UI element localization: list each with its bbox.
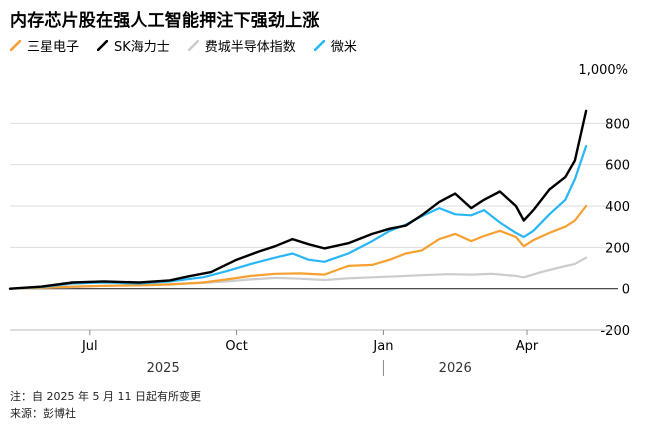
chart-title: 内存芯片股在强人工智能押注下强劲上涨 <box>10 11 320 31</box>
legend-swatch <box>187 40 199 51</box>
legend-swatch <box>313 40 325 51</box>
chart-source: 来源：彭博社 <box>10 407 76 420</box>
legend-item: SK海力士 <box>97 36 170 55</box>
legend-label: SK海力士 <box>114 40 170 55</box>
y-tick-label: 200 <box>605 241 630 256</box>
chart-note: 注：自 2025 年 5 月 11 日起有所变更 <box>10 390 201 403</box>
y-unit-label: 1,000% <box>578 63 628 78</box>
x-tick-label: Apr <box>516 339 539 354</box>
y-tick-label: 400 <box>605 200 630 215</box>
legend-label: 微米 <box>330 40 357 55</box>
x-tick-label: Jul <box>81 339 98 354</box>
x-year-label: 2025 <box>147 361 180 376</box>
legend-label: 三星电子 <box>27 40 80 55</box>
y-tick-label: 600 <box>605 159 630 174</box>
legend-swatch <box>97 40 109 51</box>
y-tick-label: -200 <box>600 324 630 339</box>
legend-item: 微米 <box>313 36 357 55</box>
x-tick-label: Jan <box>372 339 393 354</box>
series-line-3 <box>8 145 588 290</box>
y-tick-label: 800 <box>605 117 630 132</box>
series-line-0 <box>8 204 588 290</box>
y-tick-label: 0 <box>622 283 630 298</box>
x-tick-label: Oct <box>225 339 247 354</box>
series-line-1 <box>8 109 588 290</box>
legend-label: 费城半导体指数 <box>204 40 296 55</box>
x-year-label: 2026 <box>439 361 472 376</box>
legend-item: 三星电子 <box>10 36 79 55</box>
legend-swatch <box>10 40 21 51</box>
legend-item: 费城半导体指数 <box>187 36 296 55</box>
chart-legend: 三星电子 SK海力士 费城半导体指数 微米 <box>10 36 375 55</box>
